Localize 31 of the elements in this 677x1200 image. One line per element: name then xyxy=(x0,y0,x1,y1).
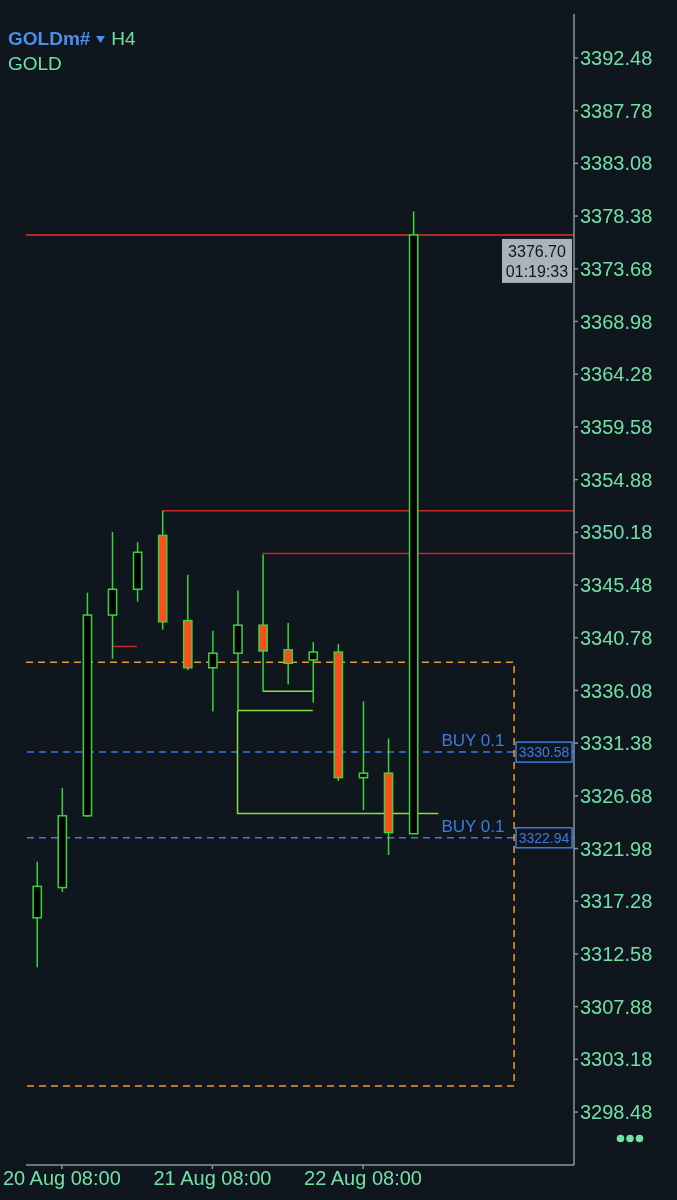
x-tick-label: 22 Aug 08:00 xyxy=(304,1167,422,1190)
y-tick-label: 3340.78 xyxy=(580,626,653,649)
annotation: H4 xyxy=(111,28,136,50)
ref-line-label: 3376.70 xyxy=(508,242,567,260)
y-tick-label: 3345.48 xyxy=(580,574,653,597)
y-tick-label: 3331.38 xyxy=(580,732,653,755)
annotation: BUY 0.1 xyxy=(441,816,505,836)
text: GOLDm# xyxy=(8,28,91,50)
y-tick-label: 3359.58 xyxy=(580,416,653,438)
text: GOLD xyxy=(8,53,62,75)
y-tick-label: 3378.38 xyxy=(580,205,653,228)
y-tick-label: 3354.88 xyxy=(580,468,653,491)
y-tick-label: 3387.78 xyxy=(580,99,653,122)
y-tick-label: 3373.68 xyxy=(580,257,653,280)
y-tick-label: 3298.48 xyxy=(580,1101,653,1124)
y-tick-label: 3307.88 xyxy=(580,995,653,1018)
annotation: 01:19:33 xyxy=(505,262,569,280)
y-tick-label: 3336.08 xyxy=(580,679,653,702)
y-tick-label: 3326.68 xyxy=(580,784,653,807)
y-tick-label: 3392.48 xyxy=(580,47,653,70)
y-tick-label: 3350.18 xyxy=(580,521,653,544)
y-tick-label: 3364.28 xyxy=(580,363,653,386)
y-tick-label: 3368.98 xyxy=(580,310,653,333)
annotation: BUY 0.1 xyxy=(441,731,505,751)
y-tick-label: 3303.18 xyxy=(580,1048,653,1071)
y-tick-label: 3317.28 xyxy=(580,890,653,913)
y-tick-label: 3312.58 xyxy=(580,943,653,966)
x-tick-label: 21 Aug 08:00 xyxy=(153,1167,272,1190)
y-tick-label: 3383.08 xyxy=(580,152,653,175)
y-tick-label: 3321.98 xyxy=(580,837,653,860)
x-tick-label: 20 Aug 08:00 xyxy=(2,1167,121,1190)
